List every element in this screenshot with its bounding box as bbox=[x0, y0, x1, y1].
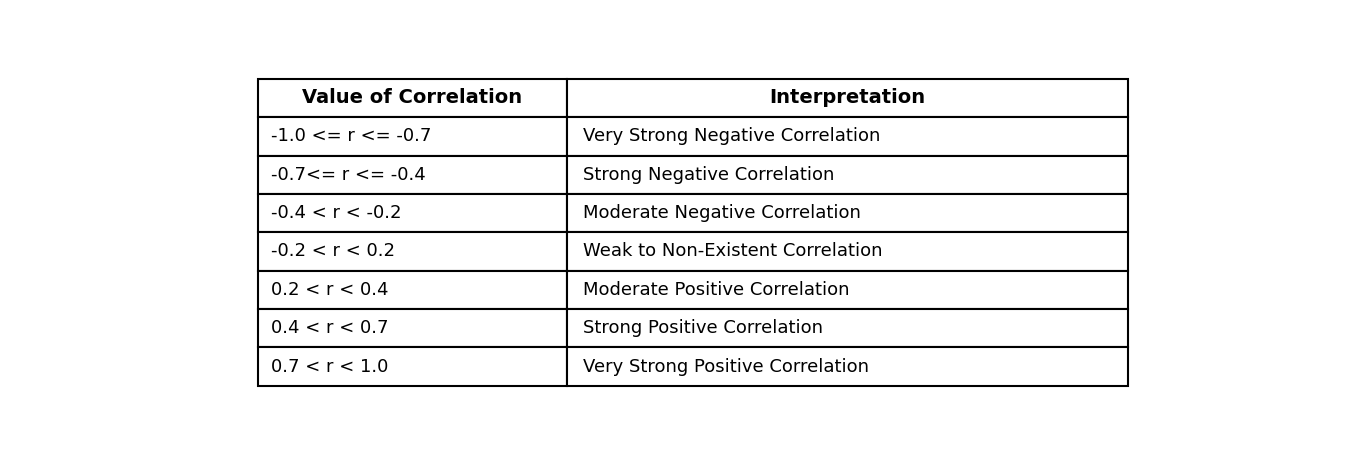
Bar bbox=[566, 232, 1128, 270]
Bar bbox=[566, 117, 1128, 155]
Text: 0.4 < r < 0.7: 0.4 < r < 0.7 bbox=[270, 319, 388, 337]
Text: Value of Correlation: Value of Correlation bbox=[303, 88, 522, 107]
Bar bbox=[258, 232, 566, 270]
Bar bbox=[258, 309, 566, 347]
Text: -0.4 < r < -0.2: -0.4 < r < -0.2 bbox=[270, 204, 402, 222]
Text: 0.7 < r < 1.0: 0.7 < r < 1.0 bbox=[270, 357, 388, 376]
Text: -0.2 < r < 0.2: -0.2 < r < 0.2 bbox=[270, 242, 395, 260]
Text: Moderate Positive Correlation: Moderate Positive Correlation bbox=[583, 281, 849, 299]
Text: Weak to Non-Existent Correlation: Weak to Non-Existent Correlation bbox=[583, 242, 882, 260]
Text: -0.7<= r <= -0.4: -0.7<= r <= -0.4 bbox=[270, 166, 426, 184]
Bar bbox=[566, 347, 1128, 386]
Bar bbox=[566, 309, 1128, 347]
Bar bbox=[258, 155, 566, 194]
Text: Interpretation: Interpretation bbox=[769, 88, 925, 107]
Bar bbox=[566, 270, 1128, 309]
Text: 0.2 < r < 0.4: 0.2 < r < 0.4 bbox=[270, 281, 388, 299]
Text: Strong Negative Correlation: Strong Negative Correlation bbox=[583, 166, 834, 184]
Bar bbox=[258, 79, 566, 117]
Text: Very Strong Negative Correlation: Very Strong Negative Correlation bbox=[583, 127, 880, 145]
Text: Moderate Negative Correlation: Moderate Negative Correlation bbox=[583, 204, 860, 222]
Bar bbox=[258, 194, 566, 232]
Text: Strong Positive Correlation: Strong Positive Correlation bbox=[583, 319, 822, 337]
Bar bbox=[258, 270, 566, 309]
Bar bbox=[258, 347, 566, 386]
Bar bbox=[566, 155, 1128, 194]
Bar bbox=[258, 117, 566, 155]
Bar bbox=[566, 194, 1128, 232]
Bar bbox=[566, 79, 1128, 117]
Text: Very Strong Positive Correlation: Very Strong Positive Correlation bbox=[583, 357, 868, 376]
Text: -1.0 <= r <= -0.7: -1.0 <= r <= -0.7 bbox=[270, 127, 431, 145]
